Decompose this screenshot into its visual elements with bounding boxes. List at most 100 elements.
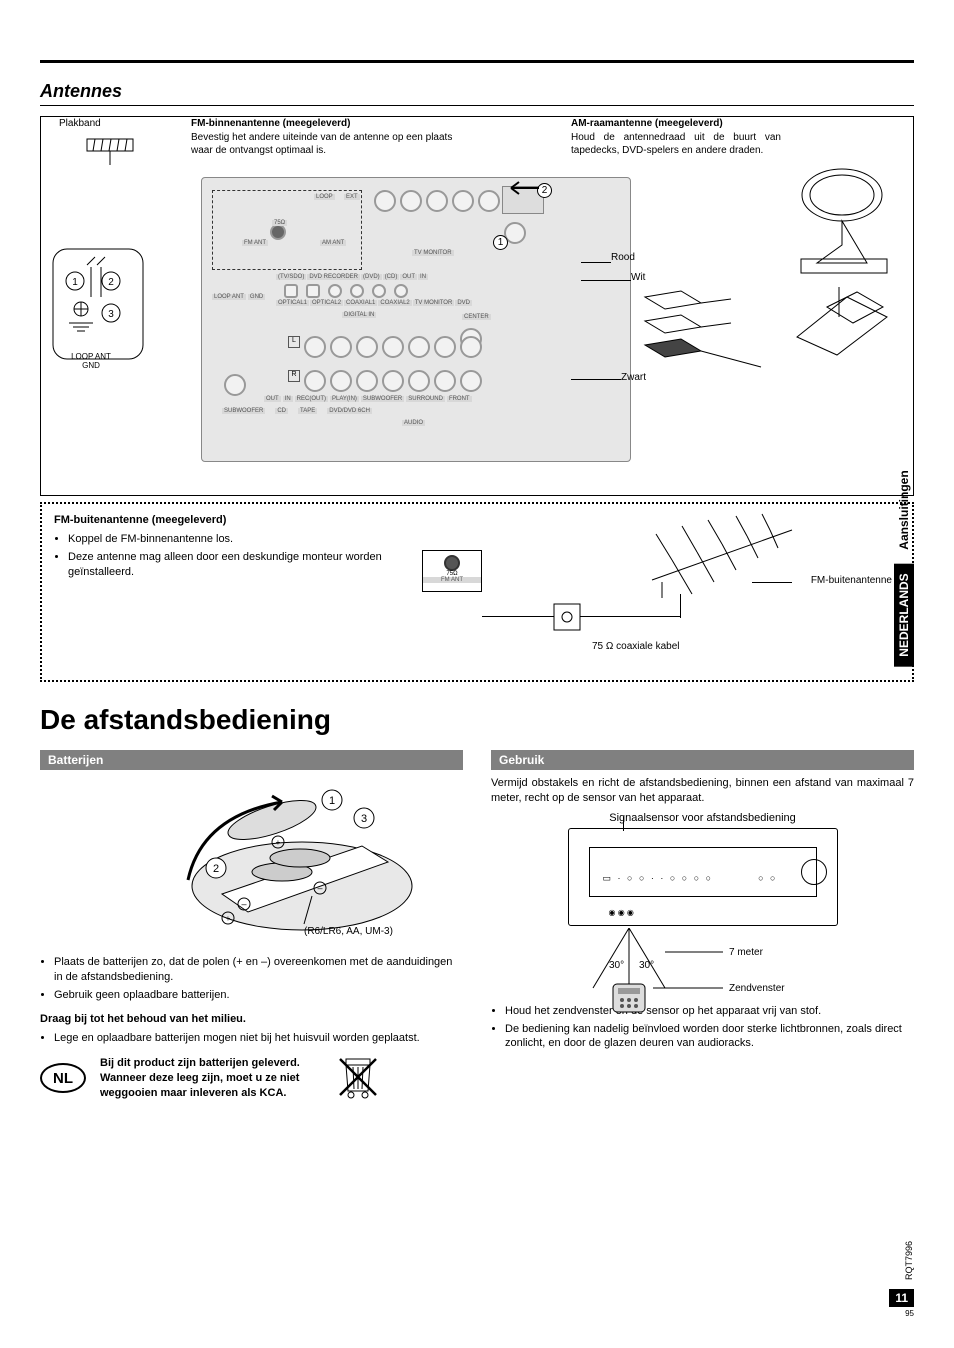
nl-badge: NL: [40, 1063, 86, 1093]
side-tab: NEDERLANDS Aansluitingen: [894, 470, 914, 667]
plakband-label: Plakband: [59, 117, 101, 131]
am-text: Houd de antennedraad uit de buurt van ta…: [571, 132, 781, 157]
arrow-icon: [505, 179, 541, 197]
bat-b2: Gebruik geen oplaadbare batterijen.: [54, 988, 463, 1003]
svg-text:+: +: [225, 914, 230, 923]
nl-row: NL Bij dit product zijn batterijen gelev…: [40, 1053, 463, 1103]
antenna-diagram: Plakband FM-binnenantenne (meegeleverd) …: [40, 116, 914, 496]
section-title-antennes: Antennes: [40, 81, 914, 106]
fm-out-title: FM-buitenantenne (meegeleverd): [54, 514, 414, 526]
svg-text:30°: 30°: [609, 960, 624, 971]
fm-out-ant-label: FM-buitenantenne: [811, 574, 892, 588]
battery-type-inline: (R6/LR6, AA, UM-3): [304, 926, 393, 937]
distance-label: 7 meter: [729, 947, 764, 958]
p-surr: SURROUND: [406, 396, 445, 402]
batteries-header: Batterijen: [40, 750, 463, 770]
panel-amant: AM ANT: [320, 240, 346, 246]
fm-binnen-text: Bevestig het andere uiteinde van de ante…: [191, 132, 452, 157]
panel-tvmonitor: TV MONITOR: [412, 250, 454, 256]
loop-gnd-connector-icon: 1 2 3: [51, 247, 147, 367]
svg-text:–: –: [317, 883, 322, 893]
am-title: AM-raamantenne (meegeleverd): [571, 118, 723, 129]
p-sub2: SUBWOOFER: [222, 408, 265, 414]
fm-binnen-title: FM-binnenantenne (meegeleverd): [191, 118, 350, 129]
p-tvsdo: (TV/SDO): [276, 274, 306, 280]
usage-col: Gebruik Vermijd obstakels en richt de af…: [491, 750, 914, 1103]
p-L: L: [288, 336, 300, 348]
nl-text: Bij dit product zijn batterijen geleverd…: [100, 1056, 320, 1101]
no-bin-icon: [334, 1053, 384, 1103]
am-loop-antenna-icon: [787, 165, 897, 285]
p-opt2: OPTICAL2: [310, 300, 343, 306]
p-in: IN: [418, 274, 428, 280]
am-stand-detail-icon: [787, 277, 897, 357]
panel-loopant: LOOP ANT: [212, 294, 246, 300]
sensor-label: Signaalsensor voor afstandsbediening: [491, 812, 914, 824]
cone-icon: 30° 30° 7 meter Zendvenster: [553, 928, 853, 1014]
p-audio: AUDIO: [402, 420, 425, 426]
svg-text:1: 1: [72, 277, 78, 288]
page-small: 95: [889, 1309, 914, 1318]
p-digin: DIGITAL IN: [342, 312, 376, 318]
p-in2: IN: [283, 396, 293, 402]
p-tvmon2: TV MONITOR: [413, 300, 455, 306]
remote-battery-icon: 1 3 2 + – + – (R6/LR6, AA, UM-3): [132, 776, 432, 946]
p-dvd6: DVD/DVD 6CH: [327, 408, 372, 414]
callout-1: 1: [493, 235, 508, 250]
window-label: Zendvenster: [729, 983, 785, 994]
remote-cone: 30° 30° 7 meter Zendvenster: [491, 928, 914, 998]
rood-label: Rood: [611, 251, 635, 265]
rca-plugs-icon: [641, 287, 771, 377]
panel-loop: LOOP: [314, 194, 335, 200]
loop-ant-gnd-label: LOOP ANT GND: [63, 353, 119, 371]
svg-text:30°: 30°: [639, 960, 654, 971]
side-tab-lang: NEDERLANDS: [894, 563, 914, 666]
receiver-front-icon: ▭ · ○ ○ · · ○ ○ ○ ○ ○ ○ ◉ ◉ ◉: [568, 828, 838, 926]
p-cd: (CD): [383, 274, 400, 280]
fm-outdoor-box: FM-buitenantenne (meegeleverd) Koppel de…: [40, 502, 914, 682]
p-tape: TAPE: [298, 408, 317, 414]
env-title: Draag bij tot het behoud van het milieu.: [40, 1013, 463, 1025]
use-b2: De bediening kan nadelig beïnvloed worde…: [505, 1022, 914, 1052]
svg-text:–: –: [241, 899, 246, 909]
p-recout: REC(OUT): [295, 396, 328, 402]
svg-text:3: 3: [360, 813, 366, 825]
fm-out-b2: Deze antenne mag alleen door een deskund…: [68, 550, 414, 580]
p-playin: PLAY(IN): [330, 396, 359, 402]
p-dvdrec: DVD RECORDER: [307, 274, 360, 280]
doc-code: RQT7996: [904, 1241, 914, 1280]
panel-gnd: GND: [248, 294, 265, 300]
svg-text:2: 2: [212, 863, 218, 875]
p-front: FRONT: [447, 396, 472, 402]
top-rule: [40, 60, 914, 63]
page-badge: RQT7996 11 95: [889, 1241, 914, 1318]
h1-afstandsbediening: De afstandsbediening: [40, 704, 914, 736]
two-col: Batterijen 1 3 2 + – +: [40, 750, 914, 1103]
p-out: OUT: [400, 274, 417, 280]
p-coax2: COAXIAL2: [378, 300, 411, 306]
p-sub: SUBWOOFER: [361, 396, 404, 402]
wit-label: Wit: [631, 271, 645, 285]
svg-text:+: +: [275, 838, 280, 847]
yagi-antenna-icon: [642, 510, 812, 600]
fm-out-b1: Koppel de FM-binnenantenne los.: [68, 532, 414, 547]
fm-binnen-block: FM-binnenantenne (meegeleverd) Bevestig …: [191, 117, 471, 158]
coax-label: 75 Ω coaxiale kabel: [592, 640, 680, 654]
battery-diagram: 1 3 2 + – + – (R6/LR6, AA, UM-3): [132, 776, 372, 949]
usage-intro: Vermijd obstakels en richt de afstandsbe…: [491, 776, 914, 806]
panel-75ohm: 75Ω: [272, 220, 287, 226]
p-opt1: OPTICAL1: [276, 300, 309, 306]
tape-icon: [85, 131, 139, 167]
env-b1: Lege en oplaadbare batterijen mogen niet…: [54, 1031, 463, 1046]
svg-text:1: 1: [328, 795, 334, 807]
wall-outlet-icon: [552, 602, 582, 632]
side-tab-section: Aansluitingen: [897, 470, 911, 549]
p-out2: OUT: [264, 396, 281, 402]
p-coax1: COAXIAL1: [344, 300, 377, 306]
p-center: CENTER: [462, 314, 491, 320]
svg-text:3: 3: [108, 309, 114, 320]
am-block: AM-raamantenne (meegeleverd) Houd de ant…: [571, 117, 781, 158]
panel-ext: EXT: [344, 194, 360, 200]
page-number: 11: [889, 1289, 914, 1307]
panel-fmant: FM ANT: [242, 240, 268, 246]
